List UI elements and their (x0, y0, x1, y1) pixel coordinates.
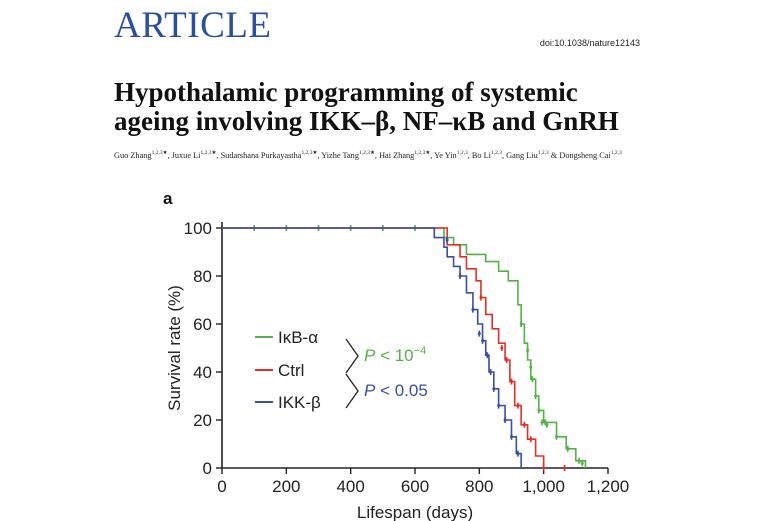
author-affiliation: 1,2,3★ (200, 150, 217, 156)
survival-curve (222, 227, 545, 468)
author-affiliation: 1,2,3★ (358, 150, 375, 156)
censor-dot (477, 332, 481, 336)
censor-dot (445, 238, 449, 242)
censor-dot (522, 423, 526, 427)
y-tick-label: 100 (184, 219, 212, 238)
author-affiliation: 1,2,3★ (414, 150, 431, 156)
title-line-2: ageing involving IKK–β, NF–κB and GnRH (114, 106, 619, 136)
censor-dot (516, 452, 520, 456)
legend-label: IκB-α (278, 328, 318, 347)
y-axis-label: Survival rate (%) (165, 285, 184, 411)
p-value-label: P < 10−4 (364, 345, 426, 365)
censor-dot (500, 346, 504, 350)
censor-dot (529, 365, 533, 369)
censor-dot (485, 353, 489, 357)
author-affiliation: 1,2,3★ (301, 150, 318, 156)
journal-section-header: ARTICLE (114, 5, 272, 46)
bracket-ctrl-ikkb (345, 373, 359, 409)
censor-dot (481, 339, 485, 343)
x-tick-label: 1,200 (587, 477, 630, 496)
censor-dot (519, 322, 523, 326)
censor-dot (555, 435, 559, 439)
author-affiliation: 1,2,3★ (151, 150, 168, 156)
author-name: Ye Yin (434, 150, 457, 160)
x-tick-label: 600 (401, 477, 429, 496)
p-threshold: < 0.05 (375, 381, 427, 400)
censor-dot (542, 466, 546, 470)
x-tick-label: 0 (217, 477, 226, 496)
censor-dot (492, 387, 496, 391)
censor-dot (545, 423, 549, 427)
y-tick-label: 60 (193, 315, 212, 334)
author-name: Gang Liu (506, 150, 538, 160)
article-title: Hypothalamic programming of systemic age… (114, 78, 674, 136)
x-tick-label: 1,000 (522, 477, 565, 496)
author-name: Hai Zhang (379, 150, 415, 160)
p-symbol: P (364, 381, 376, 400)
censor-dot (529, 437, 533, 441)
p-value-label: P < 0.05 (364, 381, 428, 400)
author-affiliation: 1,2,3 (456, 150, 468, 156)
y-tick-label: 40 (193, 363, 212, 382)
censor-dot (458, 274, 462, 278)
legend-label: IKK-β (278, 393, 321, 412)
censor-dot (479, 296, 483, 300)
p-symbol: P (364, 346, 376, 365)
censor-dot (510, 380, 513, 384)
author-name: Yizhe Tang (321, 150, 359, 160)
x-axis-label: Lifespan (days) (357, 503, 473, 521)
doi-label: doi:10.1038/nature12143 (539, 38, 640, 48)
censor-dot (534, 394, 538, 398)
censor-dot (543, 420, 547, 424)
censor-dot (540, 420, 544, 424)
censor-dot (510, 435, 513, 439)
x-tick-label: 800 (465, 477, 493, 496)
censor-dot (530, 377, 534, 381)
author-affiliation: 1,2,3 (610, 150, 622, 156)
censor-dot (503, 418, 507, 422)
p-threshold: < 10 (375, 346, 413, 365)
author-name: Juxue Li (171, 150, 201, 160)
bracket-ikba-ctrl (345, 338, 359, 374)
author-affiliation: 1,2,3 (491, 150, 502, 156)
author-name: Guo Zhang (114, 150, 152, 160)
author-affiliation: 1,2,3 (537, 150, 549, 156)
author-name: Sudarshana Purkayastha (220, 150, 302, 160)
censor-dot (516, 404, 520, 408)
censor-dot (563, 466, 567, 470)
author-list: Guo Zhang1,2,3★, Juxue Li1,2,3★, Sudarsh… (114, 150, 622, 160)
censor-dot (580, 461, 584, 465)
censor-dot (566, 447, 570, 451)
censor-dot (537, 408, 541, 412)
x-tick-label: 200 (272, 477, 300, 496)
y-tick-label: 80 (193, 267, 212, 286)
survival-curve (222, 227, 522, 468)
censor-dot (471, 308, 475, 312)
panel-label: a (163, 189, 173, 208)
legend-label: Ctrl (278, 361, 304, 380)
p-exponent: −4 (414, 345, 427, 357)
author-name: Bo Li (471, 150, 491, 160)
title-line-1: Hypothalamic programming of systemic (114, 77, 578, 107)
censor-dot (489, 370, 493, 374)
author-name: Dongsheng Cai (559, 150, 611, 160)
censor-dot (497, 404, 501, 408)
censor-dot (577, 459, 581, 463)
x-tick-label: 400 (336, 477, 364, 496)
y-tick-label: 0 (203, 459, 212, 478)
censor-dot (505, 358, 509, 362)
y-tick-label: 20 (193, 411, 212, 430)
censor-dot (526, 348, 530, 352)
